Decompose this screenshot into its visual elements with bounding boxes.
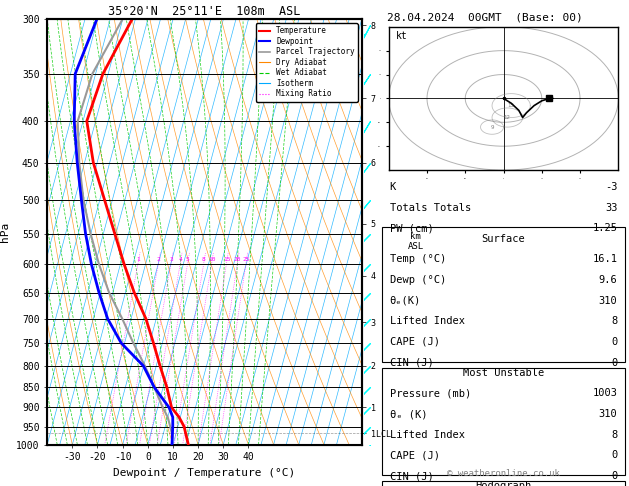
Bar bbox=[382, 482, 625, 486]
Text: 3: 3 bbox=[169, 257, 173, 262]
Text: 0: 0 bbox=[611, 358, 617, 367]
Text: kt: kt bbox=[396, 31, 408, 41]
X-axis label: Dewpoint / Temperature (°C): Dewpoint / Temperature (°C) bbox=[113, 468, 296, 478]
Text: Lifted Index: Lifted Index bbox=[390, 316, 465, 326]
Text: 12: 12 bbox=[504, 115, 511, 120]
Text: Hodograph: Hodograph bbox=[476, 482, 532, 486]
Text: 1: 1 bbox=[136, 257, 140, 262]
Text: 15: 15 bbox=[223, 257, 230, 262]
Text: 9: 9 bbox=[490, 124, 494, 130]
Text: CAPE (J): CAPE (J) bbox=[390, 337, 440, 347]
Y-axis label: km
ASL: km ASL bbox=[408, 232, 424, 251]
Y-axis label: hPa: hPa bbox=[1, 222, 11, 242]
Text: CIN (J): CIN (J) bbox=[390, 471, 433, 481]
Text: 5: 5 bbox=[186, 257, 189, 262]
Text: 9.6: 9.6 bbox=[599, 275, 617, 285]
Text: 8: 8 bbox=[611, 430, 617, 440]
Text: θₑ (K): θₑ (K) bbox=[390, 409, 427, 419]
Bar bbox=[382, 368, 625, 475]
Text: 1003: 1003 bbox=[593, 388, 617, 399]
Text: 2: 2 bbox=[157, 257, 160, 262]
Text: Totals Totals: Totals Totals bbox=[390, 203, 471, 212]
Text: 20: 20 bbox=[233, 257, 241, 262]
Text: 4: 4 bbox=[179, 257, 182, 262]
Text: PW (cm): PW (cm) bbox=[390, 223, 433, 233]
Text: Temp (°C): Temp (°C) bbox=[390, 254, 446, 264]
Text: 15: 15 bbox=[508, 103, 515, 108]
Legend: Temperature, Dewpoint, Parcel Trajectory, Dry Adiabat, Wet Adiabat, Isotherm, Mi: Temperature, Dewpoint, Parcel Trajectory… bbox=[255, 23, 358, 102]
Text: K: K bbox=[390, 182, 396, 192]
Text: 10: 10 bbox=[208, 257, 216, 262]
Text: θₑ(K): θₑ(K) bbox=[390, 295, 421, 306]
Text: 25: 25 bbox=[242, 257, 250, 262]
Text: Surface: Surface bbox=[482, 234, 525, 243]
Text: 0: 0 bbox=[611, 471, 617, 481]
Text: 0: 0 bbox=[611, 337, 617, 347]
Text: 8: 8 bbox=[202, 257, 206, 262]
Text: 310: 310 bbox=[599, 295, 617, 306]
Text: Most Unstable: Most Unstable bbox=[463, 368, 544, 378]
Text: Dewp (°C): Dewp (°C) bbox=[390, 275, 446, 285]
Text: © weatheronline.co.uk: © weatheronline.co.uk bbox=[447, 469, 560, 478]
Text: CIN (J): CIN (J) bbox=[390, 358, 433, 367]
Text: -3: -3 bbox=[605, 182, 617, 192]
Text: 16.1: 16.1 bbox=[593, 254, 617, 264]
Text: CAPE (J): CAPE (J) bbox=[390, 451, 440, 460]
Bar bbox=[382, 227, 625, 362]
Text: 28.04.2024  00GMT  (Base: 00): 28.04.2024 00GMT (Base: 00) bbox=[387, 12, 582, 22]
Text: Pressure (mb): Pressure (mb) bbox=[390, 388, 471, 399]
Text: 1.25: 1.25 bbox=[593, 223, 617, 233]
Text: Lifted Index: Lifted Index bbox=[390, 430, 465, 440]
Title: 35°20'N  25°11'E  108m  ASL: 35°20'N 25°11'E 108m ASL bbox=[108, 5, 301, 18]
Text: 8: 8 bbox=[611, 316, 617, 326]
Text: 33: 33 bbox=[605, 203, 617, 212]
Text: 0: 0 bbox=[611, 451, 617, 460]
Text: 310: 310 bbox=[599, 409, 617, 419]
